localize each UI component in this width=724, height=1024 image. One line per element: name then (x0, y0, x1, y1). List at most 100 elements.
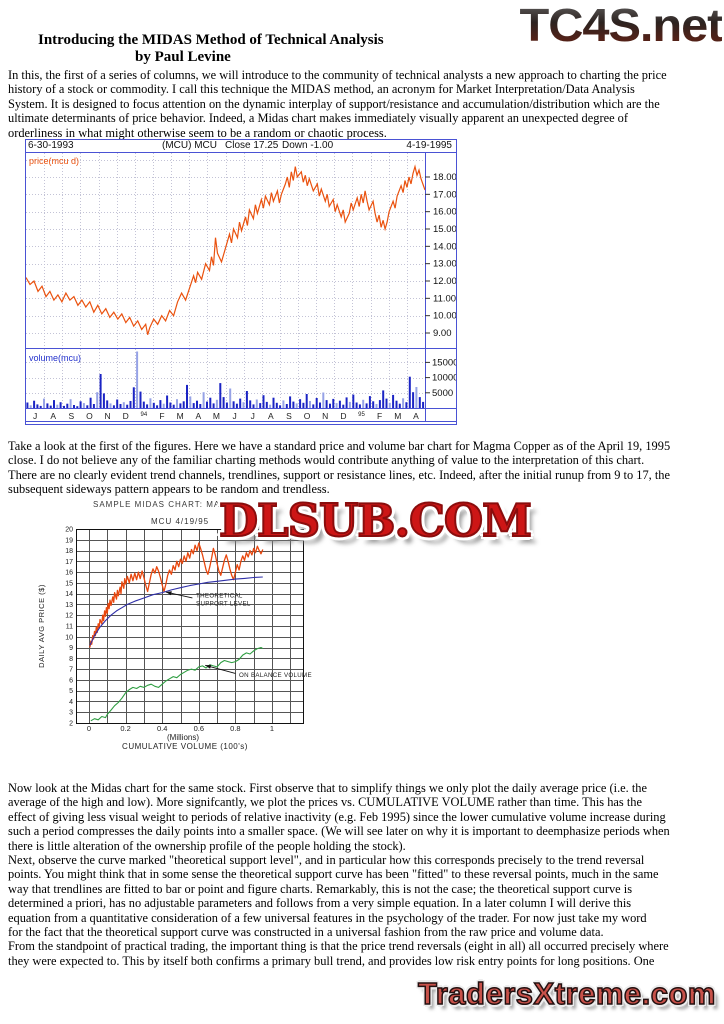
annotation-arrowhead (165, 591, 172, 596)
text-line: subsequent sideways pattern appears to b… (8, 482, 330, 497)
svg-text:ON BALANCE VOLUME: ON BALANCE VOLUME (239, 672, 312, 679)
svg-text:M: M (213, 411, 220, 421)
text-line: There are no clearly evident trend chann… (8, 467, 670, 482)
svg-text:F: F (159, 411, 164, 421)
tradersxtreme-logo[interactable]: TradersXtreme.com (417, 975, 716, 1012)
svg-text:A: A (268, 411, 274, 421)
svg-text:5000: 5000 (432, 388, 453, 399)
svg-text:9.00: 9.00 (433, 328, 452, 339)
svg-text:1: 1 (270, 724, 274, 733)
paragraph-midas: Now look at the Midas chart for the same… (8, 781, 670, 968)
price-series-label: price(mcu d) (29, 156, 80, 166)
chart-end-date: 4-19-1995 (406, 140, 452, 151)
text-line: average of the high and low). More signi… (8, 795, 642, 810)
svg-text:CUMULATIVE VOLUME (100's): CUMULATIVE VOLUME (100's) (122, 742, 248, 751)
text-line: way that trendlines are fitted to bar or… (8, 881, 633, 896)
svg-text:16.00: 16.00 (433, 207, 456, 218)
paragraph-figure1: Take a look at the first of the figures.… (8, 439, 670, 497)
svg-text:11.00: 11.00 (433, 293, 456, 304)
svg-text:N: N (322, 411, 328, 421)
svg-text:A: A (195, 411, 201, 421)
price-series-path (26, 164, 426, 335)
svg-text:3: 3 (69, 710, 73, 717)
svg-text:15.00: 15.00 (433, 224, 456, 235)
svg-text:7: 7 (69, 667, 73, 674)
support-curve-path (89, 576, 263, 646)
svg-text:8: 8 (69, 656, 73, 663)
svg-text:14.00: 14.00 (433, 241, 456, 252)
text-line: From the standpoint of practical trading… (8, 939, 669, 954)
price-volume-chart: 6-30-1993 (MCU) MCU Close 17.25 Down -1.… (25, 139, 457, 425)
svg-text:14: 14 (65, 591, 73, 598)
svg-text:F: F (377, 411, 382, 421)
svg-text:94: 94 (141, 412, 148, 418)
svg-text:J: J (33, 411, 37, 421)
svg-text:2: 2 (69, 720, 73, 727)
text-line: orderliness in what might otherwise seem… (8, 125, 387, 140)
chart-symbol: (MCU) MCU (162, 140, 217, 151)
chart-close-value: Close 17.25 (225, 140, 279, 151)
svg-text:10000: 10000 (432, 373, 456, 384)
midas-chart-title: SAMPLE MIDAS CHART: MAGMA (93, 500, 242, 509)
svg-text:16: 16 (65, 570, 73, 577)
svg-text:18: 18 (65, 548, 73, 555)
svg-text:M: M (394, 411, 401, 421)
price-volume-plot: 18.00 17.00 16.00 15.00 14.00 13.00 12.00 11.00… (26, 153, 456, 422)
text-line: they were expected to. This by itself bo… (8, 953, 655, 968)
svg-text:D: D (340, 411, 346, 421)
svg-text:S: S (286, 411, 292, 421)
text-line: for the fact that the theoretical suppor… (8, 925, 604, 940)
tc4s-logo[interactable]: TC4S.net (519, 0, 723, 51)
svg-text:9: 9 (69, 645, 73, 652)
text-line: such a period compresses the daily point… (8, 824, 670, 839)
dlsub-watermark[interactable]: DLSUB.COM (218, 493, 533, 548)
svg-text:N: N (105, 411, 111, 421)
text-line: points. You might think that in some sen… (8, 867, 659, 882)
svg-text:6: 6 (69, 677, 73, 684)
midas-price-path (89, 542, 264, 648)
text-line: determined a priori, has no adjustable p… (8, 896, 632, 911)
svg-text:0: 0 (87, 724, 91, 733)
text-line: Next, observe the curve marked "theoreti… (8, 853, 645, 868)
obv-path (90, 646, 264, 722)
svg-text:15000: 15000 (432, 357, 456, 368)
svg-text:15: 15 (65, 580, 73, 587)
svg-text:O: O (86, 411, 93, 421)
text-line: Now look at the Midas chart for the same… (8, 781, 647, 795)
text-line: ultimate determinants of price behavior.… (8, 111, 628, 126)
text-line: Take a look at the first of the figures.… (8, 439, 671, 453)
chart-change-value: Down -1.00 (282, 140, 334, 151)
text-line: System. It is designed to focus attentio… (8, 96, 660, 111)
text-line: equation from a quantitative considerati… (8, 910, 647, 925)
text-line: In this, the first of a series of column… (8, 68, 667, 82)
annotation-arrowhead (205, 664, 212, 669)
y-axis-label: DAILY AVG PRICE ($) (37, 584, 46, 668)
midas-chart-subtitle: MCU 4/19/95 (151, 517, 210, 526)
page-title: Introducing the MIDAS Method of Technica… (38, 32, 384, 48)
svg-text:D: D (123, 411, 129, 421)
text-line: close. I do not believe any of the famil… (8, 453, 645, 468)
text-line: effect of giving less visual weight to p… (8, 809, 666, 824)
paragraph-intro: In this, the first of a series of column… (8, 68, 667, 140)
svg-text:13.00: 13.00 (433, 259, 456, 270)
svg-text:SUPPORT LEVEL: SUPPORT LEVEL (196, 600, 251, 607)
svg-text:A: A (50, 411, 56, 421)
svg-text:13: 13 (65, 602, 73, 609)
svg-text:95: 95 (358, 412, 365, 418)
svg-text:O: O (304, 411, 311, 421)
svg-text:0.4: 0.4 (157, 724, 167, 733)
svg-text:20: 20 (65, 527, 73, 534)
svg-text:5: 5 (69, 688, 73, 695)
svg-text:(Millions): (Millions) (167, 733, 199, 742)
svg-text:17: 17 (65, 559, 73, 566)
svg-text:J: J (232, 411, 236, 421)
svg-text:J: J (251, 411, 255, 421)
svg-text:10.00: 10.00 (433, 311, 456, 322)
page-byline: by Paul Levine (135, 49, 231, 65)
chart-start-date: 6-30-1993 (28, 140, 74, 151)
svg-text:0.8: 0.8 (230, 724, 240, 733)
svg-text:M: M (177, 411, 184, 421)
svg-text:0.6: 0.6 (194, 724, 204, 733)
